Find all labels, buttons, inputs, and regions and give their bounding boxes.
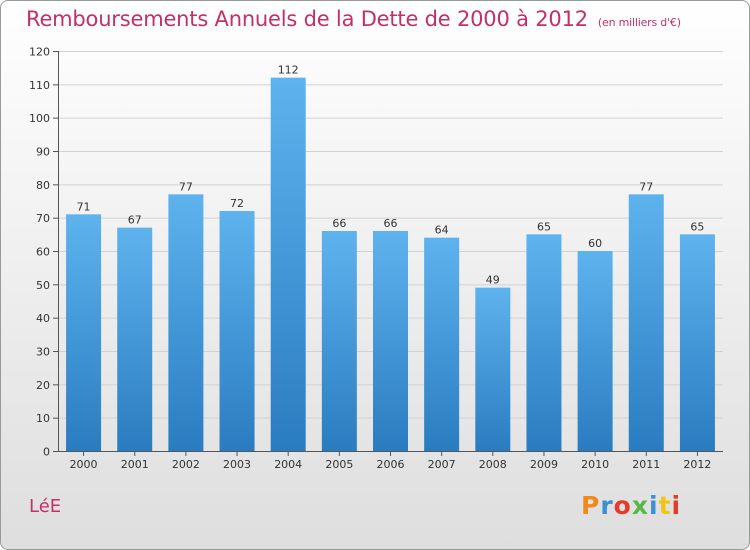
x-tick-label: 2008	[479, 458, 507, 471]
y-tick-label: 40	[36, 312, 50, 325]
logo-letter: t	[658, 491, 672, 520]
bar	[475, 287, 511, 451]
x-tick-label: 2011	[632, 458, 660, 471]
y-tick-label: 120	[29, 46, 50, 59]
bar	[526, 234, 562, 451]
bar	[168, 194, 204, 452]
bar-value-label: 66	[332, 217, 346, 230]
x-tick-label: 2006	[377, 458, 405, 471]
y-tick-label: 100	[29, 112, 50, 125]
bar	[424, 237, 460, 451]
logo-letter: i	[649, 491, 659, 520]
bar-value-label: 77	[179, 180, 193, 193]
chart-title-text: Remboursements Annuels de la Dette de 20…	[26, 7, 588, 31]
commune-name: LéE	[29, 496, 62, 517]
chart-unit: (en milliers d'€)	[597, 16, 681, 29]
bar-value-label: 71	[77, 200, 91, 213]
y-tick-label: 50	[36, 279, 50, 292]
bar	[117, 227, 153, 451]
logo-letter: x	[631, 491, 649, 520]
labels: 0 10 20 30 40 50 60 70 80 90 100 110 120 71 2000 67 2001…	[29, 46, 711, 472]
y-tick-label: 60	[36, 246, 50, 259]
bar	[373, 231, 408, 451]
x-tick-label: 2002	[172, 458, 200, 471]
bar	[628, 194, 664, 452]
bar-value-label: 67	[128, 214, 142, 227]
logo-letter: o	[613, 491, 632, 520]
bar-value-label: 77	[639, 180, 653, 193]
bar	[219, 211, 255, 451]
x-tick-label: 2000	[70, 458, 98, 471]
bar	[270, 77, 306, 452]
bar-value-label: 65	[690, 220, 704, 233]
logo-letter: i	[671, 491, 682, 520]
bar-value-label: 65	[537, 220, 551, 233]
x-tick-label: 2001	[121, 458, 149, 471]
bar-value-label: 66	[384, 217, 398, 230]
bar-value-label: 60	[588, 237, 602, 250]
x-tick-label: 2009	[530, 458, 558, 471]
y-tick-label: 30	[36, 346, 50, 359]
bar	[66, 214, 102, 451]
proxiti-logo: Proxiti	[581, 491, 681, 520]
logo-letter: P	[581, 491, 601, 520]
y-tick-label: 110	[29, 79, 50, 92]
x-tick-label: 2010	[581, 458, 609, 471]
y-tick-label: 20	[36, 379, 50, 392]
y-tick-label: 80	[36, 179, 50, 192]
bar-value-label: 112	[278, 64, 299, 77]
bars	[66, 77, 715, 452]
chart-title: Remboursements Annuels de la Dette de 20…	[26, 7, 681, 31]
bar	[679, 234, 715, 451]
x-tick-label: 2012	[683, 458, 711, 471]
y-tick-label: 90	[36, 146, 50, 159]
x-tick-label: 2005	[325, 458, 353, 471]
axes	[53, 51, 723, 456]
x-tick-label: 2003	[223, 458, 251, 471]
bar-value-label: 72	[230, 197, 244, 210]
bar-value-label: 64	[435, 224, 449, 237]
bar	[321, 231, 357, 451]
x-tick-label: 2004	[274, 458, 302, 471]
bar	[577, 251, 613, 451]
y-tick-label: 70	[36, 212, 50, 225]
y-tick-label: 0	[43, 446, 50, 459]
bar-value-label: 49	[486, 274, 500, 287]
y-tick-label: 10	[36, 412, 50, 425]
logo-letter: r	[600, 491, 614, 520]
x-tick-label: 2007	[428, 458, 456, 471]
